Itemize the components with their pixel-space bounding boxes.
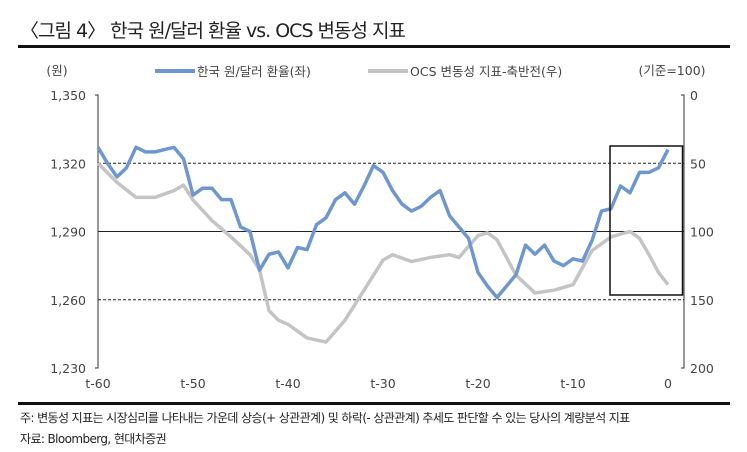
highlight-box <box>609 145 684 296</box>
left-tick-label: 1,260 <box>50 293 86 308</box>
x-tick-label: 0 <box>664 376 672 391</box>
bottom-rule <box>18 402 730 405</box>
left-tick-label: 1,350 <box>50 88 86 103</box>
left-tick-label: 1,320 <box>50 156 86 171</box>
figure-title: 〈그림 4〉 한국 원/달러 환율 vs. OCS 변동성 지표 <box>20 20 406 42</box>
right-tick-label: 100 <box>690 225 714 240</box>
top-rule <box>18 45 730 48</box>
x-tick-label: t-30 <box>370 376 395 391</box>
right-axis-label: (기준=100) <box>638 63 705 78</box>
source: 자료: Bloomberg, 현대차증권 <box>20 432 167 446</box>
x-tick-label: t-20 <box>465 376 490 391</box>
ocs-series-line <box>96 162 670 344</box>
right-tick-label: 50 <box>690 156 706 171</box>
legend-label-krw: 한국 원/달러 환율(좌) <box>197 64 311 79</box>
left-axis <box>95 94 99 369</box>
footnote: 주: 변동성 지표는 시장심리를 나타내는 가운데 상승(+ 상관관계) 및 하… <box>20 411 630 425</box>
x-tick-label: t-40 <box>275 376 300 391</box>
left-tick-label: 1,230 <box>50 361 86 376</box>
right-tick-label: 0 <box>690 88 698 103</box>
x-tick-label: t-10 <box>560 376 585 391</box>
chart: 1,350 1,320 1,290 1,260 1,230 0 50 100 150 200 t-6… <box>46 63 714 391</box>
krw-series-line <box>96 145 670 300</box>
right-tick-label: 150 <box>690 293 714 308</box>
legend-label-ocs: OCS 변동성 지표-축반전(우) <box>410 64 562 79</box>
left-axis-label: (원) <box>46 63 67 78</box>
left-tick-label: 1,290 <box>50 225 86 240</box>
x-tick-label: t-50 <box>180 376 205 391</box>
x-tick-label: t-60 <box>85 376 110 391</box>
right-tick-label: 200 <box>690 361 714 376</box>
